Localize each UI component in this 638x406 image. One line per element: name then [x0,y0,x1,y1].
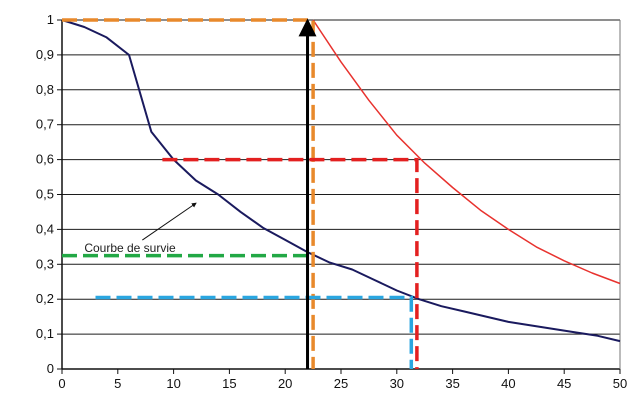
y-tick-label-6: 0,6 [36,152,54,167]
guide-line-3 [95,295,414,369]
x-tick-label-7: 35 [445,376,459,391]
x-tick-label-4: 20 [278,376,292,391]
y-tick-label-7: 0,7 [36,117,54,132]
survival-curve-annotation: Courbe de survie [84,241,176,255]
y-tick-label-3: 0,3 [36,256,54,271]
annotation-pointer-arrow [142,202,197,241]
annotations: Courbe de survie [84,18,317,369]
series-line-1 [312,19,621,285]
y-tick-label-5: 0,5 [36,187,54,202]
x-tick-label-5: 25 [334,376,348,391]
y-tick-label-4: 0,4 [36,221,54,236]
y-tick-label-9: 0,9 [36,47,54,62]
axes [57,19,621,374]
guide-lines [62,18,419,369]
x-tick-label-2: 10 [166,376,180,391]
x-tick-label-3: 15 [222,376,236,391]
y-tick-label-8: 0,8 [36,82,54,97]
guide-line-1 [162,157,419,369]
tick-labels: 0 5 10 15 20 25 30 35 40 45 50 0 0,1 0,2 0,3 0,4 0,5 0,6 0… [36,12,627,391]
x-tick-label-6: 30 [390,376,404,391]
x-tick-label-9: 45 [557,376,571,391]
series-line-0 [61,19,621,343]
y-tick-label-1: 0,1 [36,326,54,341]
x-tick-label-10: 50 [613,376,627,391]
grid-lines [62,19,620,335]
x-tick-label-8: 40 [501,376,515,391]
x-tick-label-1: 5 [114,376,121,391]
x-tick-label-0: 0 [58,376,65,391]
guide-line-0 [62,18,315,369]
y-tick-label-2: 0,2 [36,291,54,306]
series [61,19,621,343]
y-tick-label-10: 1 [47,12,54,27]
y-tick-label-0: 0 [47,361,54,376]
